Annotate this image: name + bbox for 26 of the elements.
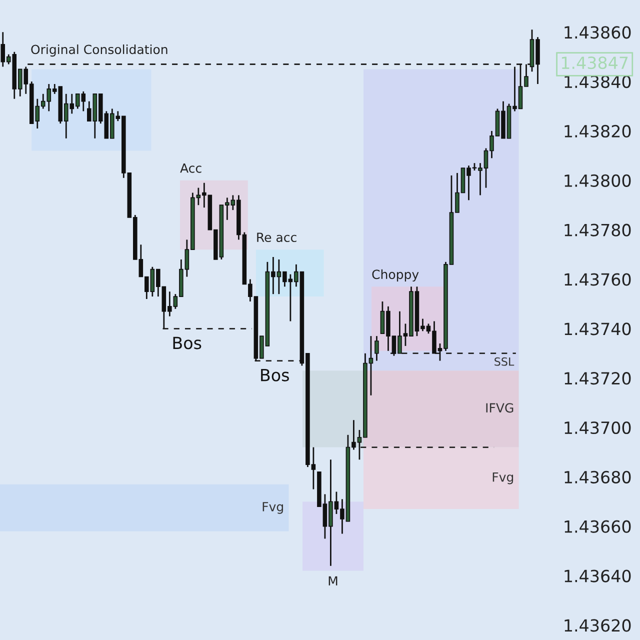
ref-line-label: SSL <box>494 357 514 366</box>
band-label: Re acc <box>257 232 296 242</box>
y-tick-label: 1.43760 <box>564 273 631 286</box>
y-tick-label: 1.43820 <box>564 124 631 138</box>
ref-line-label: Original Consolidation <box>31 44 168 57</box>
y-tick-label: 1.43780 <box>564 224 631 236</box>
y-tick-label: 1.43640 <box>564 570 631 582</box>
y-tick-label: 1.43700 <box>564 421 631 434</box>
band-label: Choppy <box>372 269 419 282</box>
y-tick-label: 1.43720 <box>564 372 631 385</box>
y-tick-label: 1.43680 <box>564 470 631 484</box>
y-tick-label: 1.43800 <box>564 174 631 187</box>
candlestick <box>374 335 379 362</box>
y-tick-label: 1.43620 <box>564 619 631 632</box>
band-label: M <box>328 576 338 586</box>
y-tick-label: 1.43660 <box>564 520 631 533</box>
band-label: Fvg <box>492 472 514 484</box>
y-tick-label: 1.43840 <box>564 76 631 88</box>
y-tick-label: 1.43860 <box>564 26 631 39</box>
band-label: Acc <box>180 164 202 173</box>
band-label: Fvg <box>262 502 283 514</box>
band-label: IFVG <box>486 403 514 413</box>
ref-line-label: Bos <box>173 336 202 350</box>
y-tick-label: 1.43740 <box>564 322 631 336</box>
ref-line-label: Bos <box>261 368 289 382</box>
text: 1.43847 <box>562 56 628 70</box>
